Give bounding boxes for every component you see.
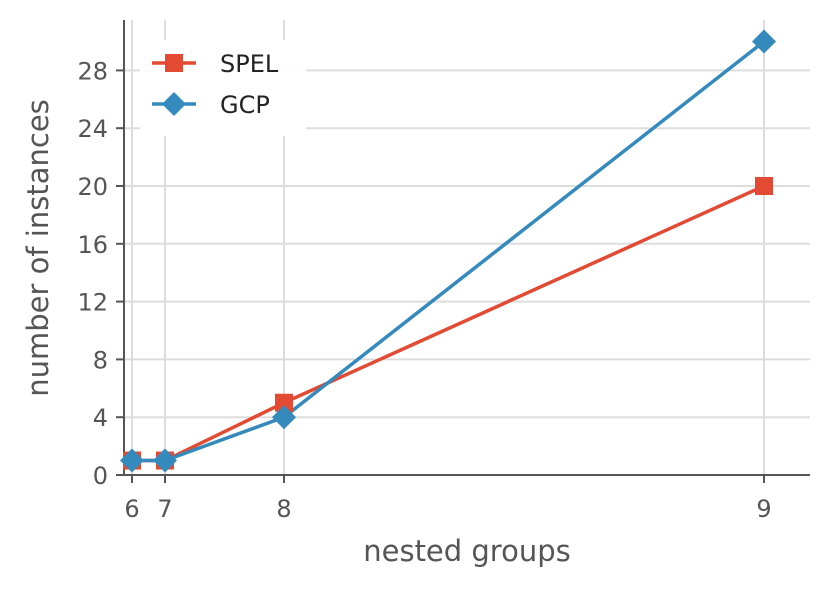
ticks: 0 4 8 12 16 20 24 28 6 7 8 9: [77, 57, 771, 523]
y-tick-label: 24: [77, 115, 108, 143]
x-tick-label: 9: [756, 495, 771, 523]
x-axis-label: nested groups: [363, 534, 571, 568]
y-tick-label: 28: [77, 57, 108, 85]
series-line-spel: [132, 184, 765, 463]
legend-label-spel: SPEL: [220, 50, 279, 78]
legend-label-gcp: GCP: [220, 91, 270, 119]
legend-marker-gcp: [162, 92, 186, 116]
legend-marker-spel: [165, 54, 183, 72]
data-point-spel: [275, 393, 293, 412]
y-tick-label: 8: [93, 346, 108, 374]
y-tick-label: 12: [77, 289, 108, 317]
data-point-gcp: [120, 448, 144, 473]
series: [120, 29, 776, 473]
y-axis-label: number of instances: [21, 99, 55, 397]
data-point-gcp: [153, 448, 177, 473]
legend: SPEL GCP: [140, 40, 306, 136]
y-tick-label: 20: [77, 173, 108, 201]
x-tick-label: 8: [276, 495, 291, 523]
series-line-gcp: [132, 40, 766, 463]
data-point-gcp: [272, 405, 296, 430]
y-tick-label: 0: [93, 462, 108, 490]
data-point-gcp: [752, 29, 776, 54]
y-tick-label: 4: [93, 404, 108, 432]
y-tick-label: 16: [77, 231, 108, 259]
axes: [123, 20, 810, 476]
x-tick-label: 7: [157, 495, 172, 523]
data-point-spel: [755, 177, 773, 195]
x-tick-label: 6: [124, 495, 139, 523]
